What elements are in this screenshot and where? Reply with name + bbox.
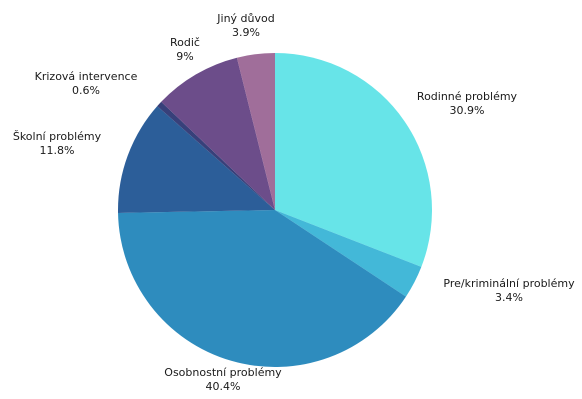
slice-label-value: 3.4% — [495, 291, 523, 304]
pie-slice-1 — [275, 53, 433, 267]
pie-slice-2 — [275, 210, 422, 297]
slice-label-value: 0.6% — [72, 84, 100, 97]
pie-slice-3 — [118, 210, 406, 367]
slices-layer — [118, 53, 433, 367]
slice-label-6: Rodič 9% — [170, 36, 200, 63]
slice-label-name: Krizová intervence — [35, 70, 138, 83]
slice-label-value: 11.8% — [40, 144, 75, 157]
slice-label-name: Rodič — [170, 36, 200, 49]
slice-label-1: Rodinné problémy 30.9% — [417, 90, 518, 117]
pie-slice-4 — [118, 106, 275, 213]
slice-label-name: Rodinné problémy — [417, 90, 518, 103]
pie-slice-6 — [161, 57, 275, 210]
labels-layer: Rodinné problémy 30.9% Pre/kriminální prob… — [13, 12, 575, 393]
slice-label-name: Jiný důvod — [216, 12, 274, 25]
slice-label-value: 3.9% — [232, 26, 260, 39]
slice-label-name: Pre/kriminální problémy — [443, 277, 575, 290]
pie-slice-7 — [236, 53, 275, 210]
slice-label-7: Jiný důvod 3.9% — [216, 12, 274, 39]
slice-label-value: 30.9% — [450, 104, 485, 117]
slice-label-name: Školní problémy — [13, 130, 102, 143]
slice-label-3: Osobnostní problémy 40.4% — [164, 366, 282, 393]
slice-label-value: 40.4% — [206, 380, 241, 393]
slice-label-name: Osobnostní problémy — [164, 366, 282, 379]
slice-label-5: Krizová intervence 0.6% — [35, 70, 138, 97]
slice-label-2: Pre/kriminální problémy 3.4% — [443, 277, 575, 304]
slice-label-value: 9% — [176, 50, 193, 63]
slice-label-4: Školní problémy 11.8% — [13, 130, 102, 157]
pie-slice-5 — [157, 101, 275, 210]
